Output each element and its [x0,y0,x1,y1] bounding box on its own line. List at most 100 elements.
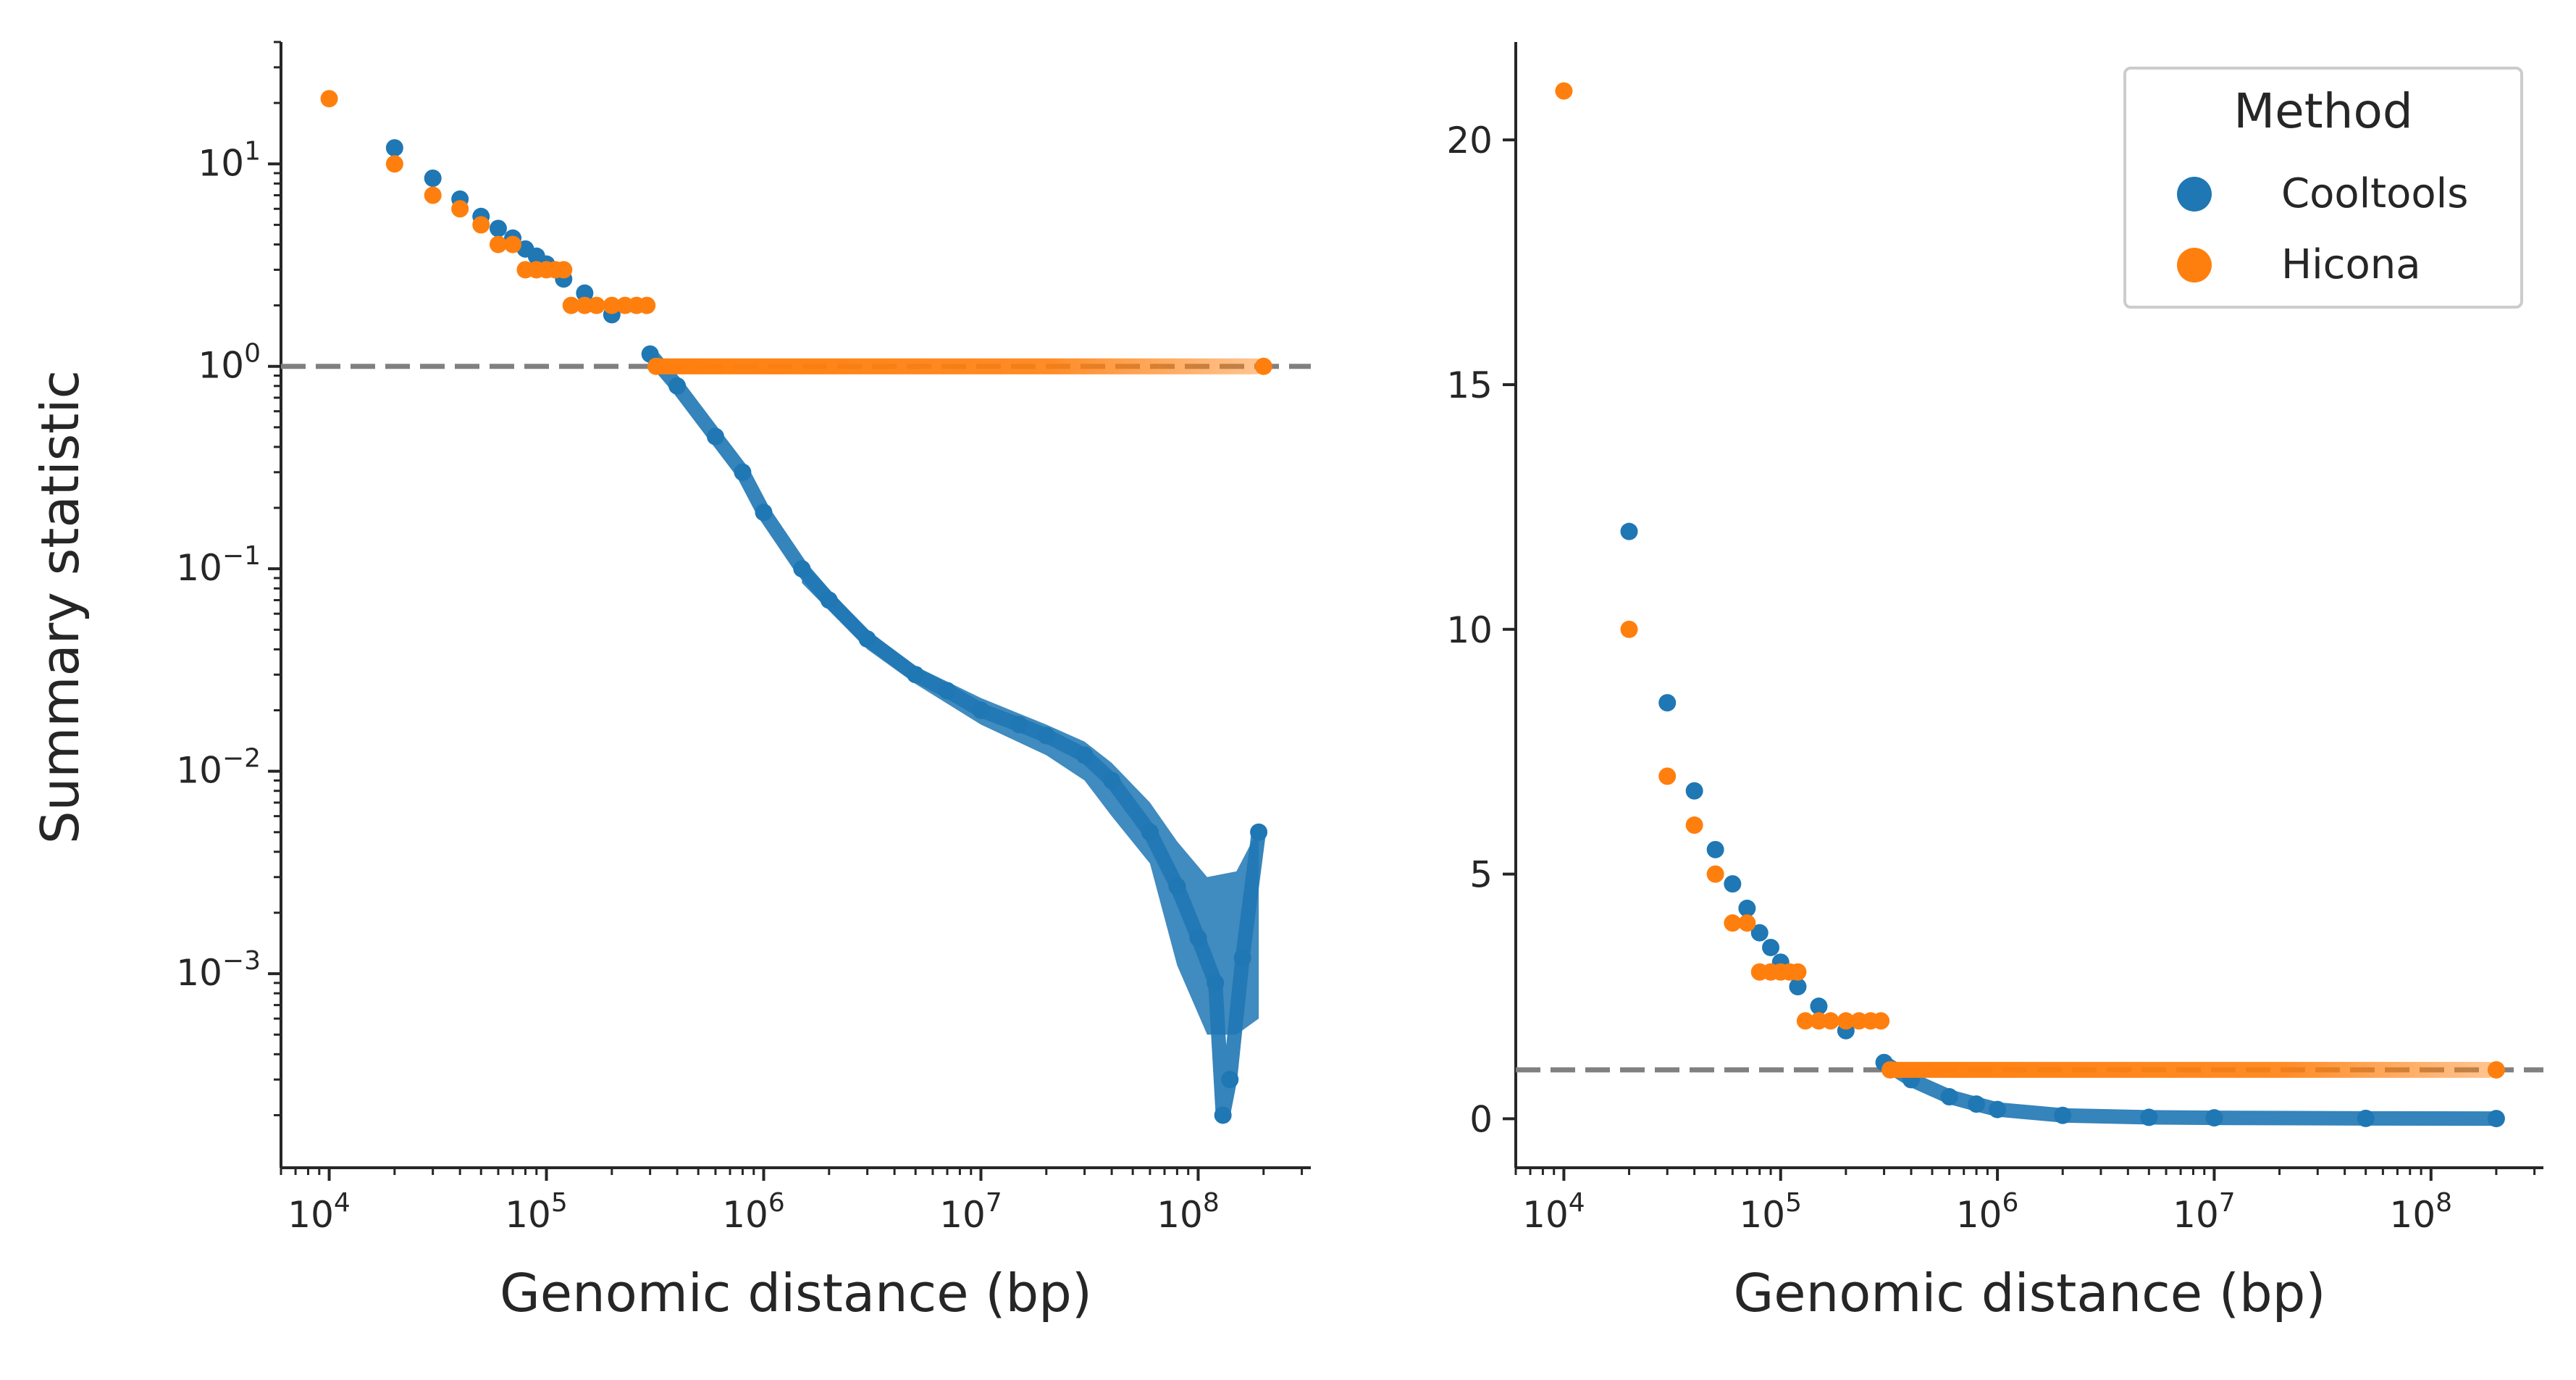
cooltools-point [424,169,442,187]
cooltools-point [820,591,838,609]
cooltools-point [1750,924,1769,942]
y-axis-label: Summary statistic [30,370,91,844]
y-tick-label: 10−1 [176,541,261,589]
cooltools-point [1989,1100,2007,1118]
x-axis-label: Genomic distance (bp) [1734,1263,2326,1323]
hicona-point [603,296,621,314]
cooltools-point [734,463,752,481]
legend-label-hicona: Hicona [2281,241,2421,288]
legend-label-cooltools: Cooltools [2281,170,2468,217]
cooltools-point [1075,746,1094,764]
cooltools-point [939,682,957,700]
hicona-point [562,296,580,314]
cooltools-point [2205,1109,2223,1127]
x-tick-label: 104 [1522,1188,1585,1236]
cooltools-point [2487,1110,2505,1128]
left-panel: 104 105 106 107 108 Genomic distance (bp) 101 1… [176,41,1311,1323]
hicona-point [1738,914,1756,932]
y-tick-label: 101 [198,136,261,184]
cooltools-point [1189,929,1207,947]
y-tick-label: 5 [1469,854,1493,896]
hicona-constant-band [1884,1061,2496,1078]
x-tick-label: 108 [1157,1188,1220,1236]
hicona-point [1254,357,1272,375]
cooltools-point [706,427,724,446]
cooltools-point [489,219,507,238]
right-panel: 104 105 106 107 108 Genomic distance (bp) 0 5 10… [1446,42,2543,1323]
hicona-point [472,216,490,234]
y-tick-label: 20 [1446,120,1493,162]
hicona-point [555,261,573,279]
cooltools-point [972,701,990,719]
x-tick-label: 105 [505,1188,568,1236]
hicona-point [1821,1012,1839,1030]
cooltools-point [1214,1106,1232,1124]
hicona-point [385,155,403,173]
x-tick-label: 107 [2173,1188,2236,1236]
cooltools-point [1141,823,1159,841]
hicona-point [451,200,469,218]
hicona-point [424,186,442,204]
hicona-point [1724,914,1742,932]
cooltools-point [385,139,403,157]
cooltools-point [1620,522,1638,540]
hicona-point [1685,816,1703,835]
cooltools-point [1037,727,1055,745]
y-tick-label: 10−2 [176,744,261,792]
hicona-point [587,296,605,314]
cooltools-point [1221,1071,1239,1089]
cooltools-point [1658,694,1677,712]
hicona-point [1872,1012,1890,1030]
hicona-point [1706,865,1724,883]
hicona-point [1620,620,1638,638]
cooltools-point [2140,1108,2158,1126]
x-tick-label: 106 [1956,1188,2019,1236]
legend-box [2123,67,2523,309]
cooltools-point [858,630,876,648]
hicona-point [1796,1012,1814,1030]
y-tick-label: 10−3 [176,946,261,994]
x-tick-label: 105 [1739,1188,1802,1236]
y-tick-label: 0 [1469,1098,1493,1140]
hicona-point [1837,1012,1855,1030]
cooltools-point [1207,974,1225,992]
cooltools-point [668,377,687,395]
y-tick-label: 100 [198,339,261,387]
y-tick-label: 15 [1446,364,1493,406]
y-tick-label: 10 [1446,609,1493,651]
hicona-point [504,235,522,254]
cooltools-point [1940,1088,1958,1106]
cooltools-point [1250,823,1268,841]
hicona-point [1555,82,1573,100]
legend-marker-cooltools [2177,177,2212,212]
hicona-constant-band [650,358,1264,375]
cooltools-point [1968,1095,1986,1113]
cooltools-point [907,666,925,684]
hicona-point [2487,1061,2505,1079]
cooltools-point [755,503,773,522]
cooltools-point [576,284,594,302]
hicona-point [1881,1061,1899,1079]
cooltools-point [1233,948,1251,966]
cooltools-point [1789,978,1807,996]
legend: Method Cooltools Hicona [2123,67,2523,309]
cooltools-point [1168,877,1186,895]
cooltools-point [1103,771,1121,790]
legend-title: Method [2233,83,2413,139]
hicona-point [320,90,338,108]
hicona-point [647,357,666,375]
hicona-point [638,296,656,314]
cooltools-point [1738,899,1756,917]
x-tick-label: 107 [939,1188,1002,1236]
cooltools-point [793,560,811,578]
hicona-point [1658,767,1677,785]
x-axis-label: Genomic distance (bp) [500,1263,1092,1323]
cooltools-point [1724,875,1742,893]
x-tick-label: 104 [288,1188,351,1236]
cooltools-point [2357,1109,2375,1127]
cooltools-point [1010,716,1028,734]
x-tick-label: 106 [722,1188,785,1236]
cooltools-point [1810,998,1828,1016]
cooltools-trend [1876,1055,2504,1126]
